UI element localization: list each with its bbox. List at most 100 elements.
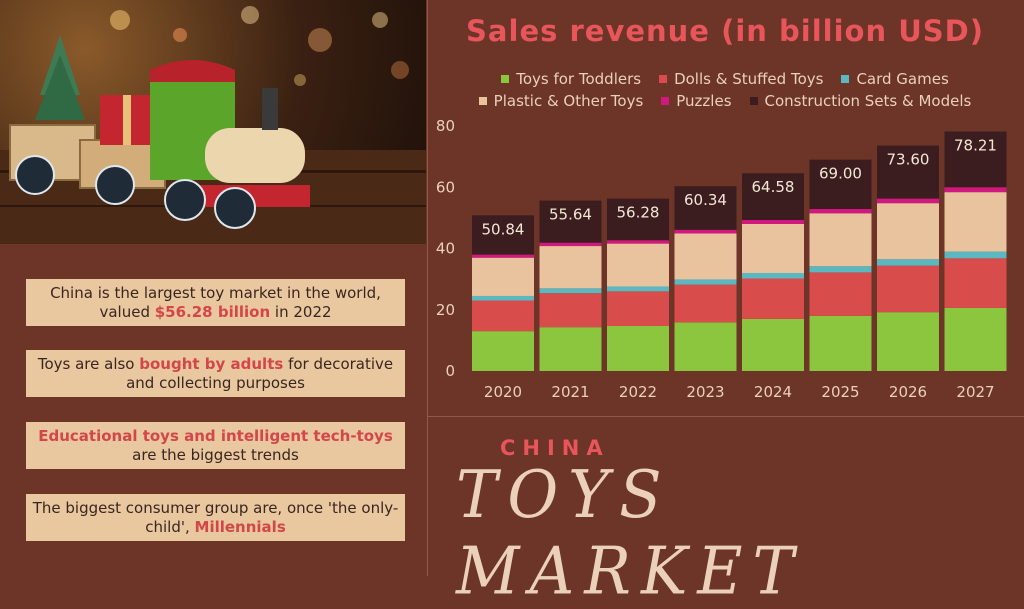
legend-item-dolls: Dolls & Stuffed Toys [659, 70, 823, 88]
legend-label: Puzzles [676, 92, 732, 110]
total-data-label: 78.21 [954, 136, 997, 154]
fact-text: The biggest consumer group are, once 'th… [32, 498, 399, 536]
bar-segment-toys-for-toddlers [877, 312, 939, 371]
vertical-divider [427, 0, 428, 576]
x-tick-label: 2020 [484, 383, 522, 401]
total-data-label: 55.64 [549, 206, 592, 224]
bar-segment-card-games [809, 266, 872, 273]
bar-segment-plastic-other-toys [539, 246, 602, 289]
bar-segment-construction-sets-models [539, 200, 602, 243]
bar-segment-card-games [607, 286, 669, 292]
legend-swatch [749, 97, 758, 105]
fact-text: in 2022 [270, 302, 332, 321]
fact-highlight: $56.28 billion [154, 302, 271, 321]
bar-segment-dolls-stuffed-toys [877, 265, 939, 313]
bar-segment-dolls-stuffed-toys [944, 258, 1007, 308]
fact-highlight: bought by adults [139, 354, 284, 373]
fact-box-adults: Toys are also bought by adults for decor… [26, 350, 405, 397]
bar-segment-puzzles [742, 220, 804, 224]
bar-segment-puzzles [607, 240, 669, 244]
x-tick-label: 2024 [754, 383, 792, 401]
fact-text: China is the largest toy market in the w… [50, 283, 381, 321]
fact-box-millennials: The biggest consumer group are, once 'th… [26, 494, 405, 541]
bar-segment-plastic-other-toys [742, 224, 804, 273]
x-tick-label: 2021 [551, 383, 589, 401]
bar-segment-construction-sets-models [472, 215, 534, 255]
bar-segment-construction-sets-models [607, 198, 669, 241]
bar-segment-construction-sets-models [742, 173, 804, 221]
bar-segment-puzzles [809, 208, 872, 214]
bar-segment-construction-sets-models [944, 131, 1007, 188]
x-tick-label: 2026 [889, 383, 927, 401]
x-tick-label: 2023 [686, 383, 724, 401]
bar-segment-card-games [742, 273, 804, 279]
y-tick-label: 80 [436, 117, 455, 135]
bar-segment-puzzles [674, 229, 737, 234]
legend-label: Toys for Toddlers [516, 70, 642, 88]
fact-text: Toys are also [37, 354, 140, 373]
bar-segment-card-games [877, 259, 939, 266]
bar-segment-toys-for-toddlers [472, 331, 534, 371]
bar-segment-toys-for-toddlers [944, 307, 1007, 371]
fact-highlight: Millennials [194, 517, 286, 536]
x-tick-label: 2022 [619, 383, 657, 401]
y-tick-label: 60 [436, 178, 455, 196]
bar-segment-toys-for-toddlers [809, 315, 872, 371]
y-tick-label: 40 [436, 240, 455, 258]
bar-segment-dolls-stuffed-toys [674, 284, 737, 323]
legend-item-construction: Construction Sets & Models [749, 92, 972, 110]
bar-segment-toys-for-toddlers [539, 327, 602, 371]
y-tick-label: 20 [436, 301, 455, 319]
bar-segment-card-games [472, 295, 534, 301]
bar-segment-toys-for-toddlers [607, 325, 669, 371]
total-data-label: 60.34 [684, 191, 727, 209]
bar-segment-plastic-other-toys [877, 203, 939, 260]
legend-swatch [501, 75, 510, 83]
legend-swatch [841, 75, 850, 83]
total-data-label: 73.60 [887, 151, 930, 169]
legend-label: Dolls & Stuffed Toys [674, 70, 824, 88]
china-label: CHINA [500, 436, 610, 460]
bar-segment-dolls-stuffed-toys [472, 300, 534, 332]
stacked-bar-chart: 0 20 40 60 80 50.84 2020 55.64 2021 56.28 2022 60.3… [436, 117, 1007, 401]
legend-swatch [659, 75, 668, 83]
bar-segment-plastic-other-toys [607, 243, 669, 287]
fact-highlight: Educational toys and intelligent tech-to… [38, 426, 393, 445]
bar-segment-puzzles [877, 198, 939, 204]
legend-label: Card Games [856, 70, 949, 88]
legend-item-plastic: Plastic & Other Toys [478, 92, 644, 110]
bar-segment-puzzles [944, 187, 1007, 193]
legend-item-card-games: Card Games [841, 70, 949, 88]
bar-segment-dolls-stuffed-toys [809, 272, 872, 316]
bar-segment-plastic-other-toys [472, 257, 534, 296]
total-data-label: 64.58 [752, 178, 795, 196]
bar-segment-card-games [944, 251, 1007, 259]
toys-market-title: TOYS MARKET [456, 456, 804, 609]
bar-segment-plastic-other-toys [809, 213, 872, 267]
bar-segment-card-games [539, 288, 602, 294]
legend-label: Plastic & Other Toys [493, 92, 644, 110]
bar-segment-puzzles [472, 254, 534, 258]
legend-swatch [478, 97, 487, 105]
total-data-label: 50.84 [482, 220, 525, 238]
bar-segment-toys-for-toddlers [742, 318, 804, 371]
bar-segment-construction-sets-models [877, 145, 939, 199]
bar-segment-dolls-stuffed-toys [607, 291, 669, 326]
bar-segment-plastic-other-toys [674, 233, 737, 280]
bar-segment-construction-sets-models [809, 159, 872, 209]
bar-segment-toys-for-toddlers [674, 322, 737, 371]
bar-segment-dolls-stuffed-toys [742, 278, 804, 319]
bar-segment-construction-sets-models [674, 186, 737, 230]
legend-label: Construction Sets & Models [764, 92, 972, 110]
legend-swatch [661, 97, 670, 105]
legend-item-toddlers: Toys for Toddlers [501, 70, 641, 88]
chart-title: Sales revenue (in billion USD) [466, 14, 984, 48]
total-data-label: 56.28 [617, 204, 660, 222]
bar-segment-plastic-other-toys [944, 192, 1007, 252]
fact-text: for decorative and collecting purposes [126, 354, 394, 392]
fact-box-trends: Educational toys and intelligent tech-to… [26, 422, 405, 469]
x-tick-label: 2027 [956, 383, 994, 401]
y-tick-label: 0 [445, 362, 455, 380]
horizontal-divider [427, 416, 1024, 417]
bar-segment-puzzles [539, 242, 602, 247]
